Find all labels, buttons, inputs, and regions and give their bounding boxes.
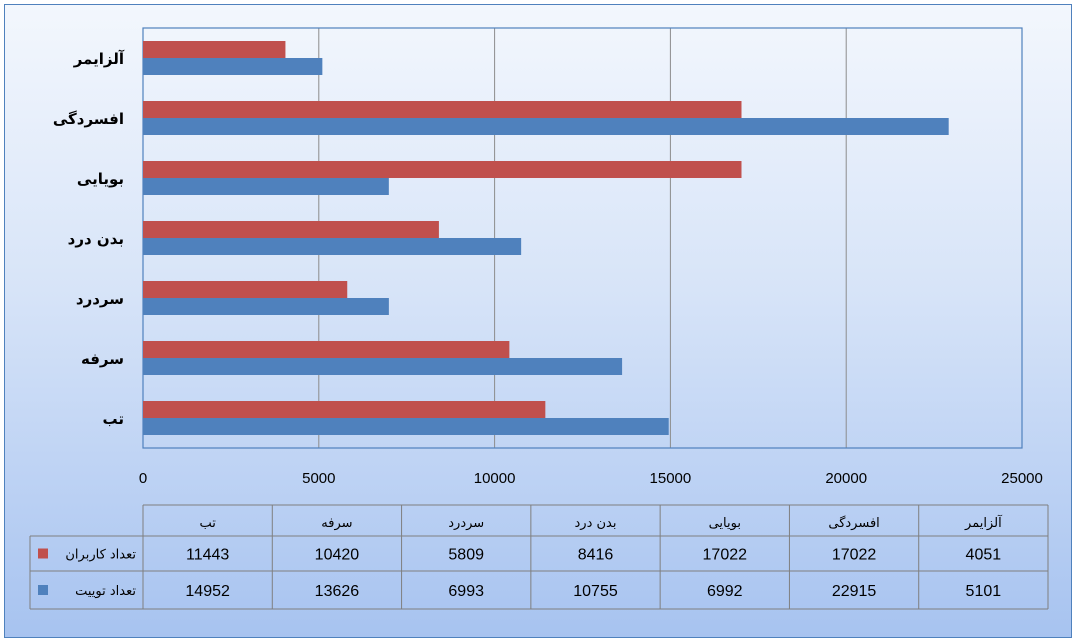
- table-header-5: افسردگی: [828, 515, 879, 531]
- table-cell-users-0: 11443: [186, 547, 229, 564]
- bar-tweets-4: [143, 178, 389, 195]
- x-tick-label-5000: 5000: [302, 470, 335, 487]
- x-tick-label-25000: 25000: [1001, 470, 1043, 487]
- table-cell-tweets-1: 13626: [315, 583, 360, 600]
- table-cell-users-1: 10420: [315, 547, 360, 564]
- table-cell-tweets-5: 22915: [832, 583, 877, 600]
- table-header-4: بویایی: [709, 516, 741, 531]
- bar-tweets-5: [143, 118, 949, 135]
- bar-tweets-0: [143, 418, 669, 435]
- table-header-6: آلزایمر: [964, 514, 1003, 531]
- bar-users-2: [143, 281, 348, 298]
- table-cell-tweets-6: 5101: [966, 583, 1002, 600]
- bar-tweets-6: [143, 58, 323, 75]
- table-cell-tweets-2: 6993: [448, 583, 484, 600]
- category-label-5: افسردگی: [53, 110, 124, 128]
- x-tick-label-20000: 20000: [825, 470, 867, 487]
- bar-users-3: [143, 221, 439, 238]
- bar-users-4: [143, 161, 742, 178]
- legend-label-users: تعداد کاربران: [65, 548, 136, 563]
- x-tick-label-15000: 15000: [650, 470, 692, 487]
- table-cell-users-6: 4051: [966, 547, 1002, 564]
- table-header-1: سرفه: [321, 516, 352, 531]
- bar-users-5: [143, 101, 742, 118]
- bar-tweets-1: [143, 358, 623, 375]
- category-label-6: آلزایمر: [73, 50, 125, 68]
- table-cell-tweets-4: 6992: [707, 583, 743, 600]
- category-label-4: بویایی: [77, 170, 124, 188]
- table-cell-users-4: 17022: [703, 547, 748, 564]
- table-header-3: بدن درد: [575, 516, 617, 531]
- table-cell-users-5: 17022: [832, 547, 877, 564]
- legend-key-users: [38, 548, 48, 559]
- table-header-0: تب: [199, 516, 216, 531]
- table-cell-users-3: 8416: [578, 547, 614, 564]
- table-header-2: سردرد: [448, 516, 484, 531]
- table-cell-users-2: 5809: [448, 547, 484, 564]
- table-cell-tweets-3: 10755: [573, 583, 618, 600]
- bar-tweets-3: [143, 238, 522, 255]
- bar-users-1: [143, 341, 510, 358]
- category-label-3: بدن درد: [68, 230, 124, 248]
- legend-label-tweets: تعداد توییت: [75, 584, 136, 599]
- x-tick-label-0: 0: [139, 470, 147, 487]
- category-label-1: سرفه: [81, 350, 124, 368]
- bar-users-6: [143, 41, 286, 58]
- bar-users-0: [143, 401, 546, 418]
- table-cell-tweets-0: 14952: [185, 583, 230, 600]
- category-label-2: سردرد: [76, 290, 124, 308]
- legend-key-tweets: [38, 585, 48, 595]
- bar-tweets-2: [143, 298, 389, 315]
- x-tick-label-10000: 10000: [474, 470, 516, 487]
- category-label-0: تب: [102, 410, 124, 428]
